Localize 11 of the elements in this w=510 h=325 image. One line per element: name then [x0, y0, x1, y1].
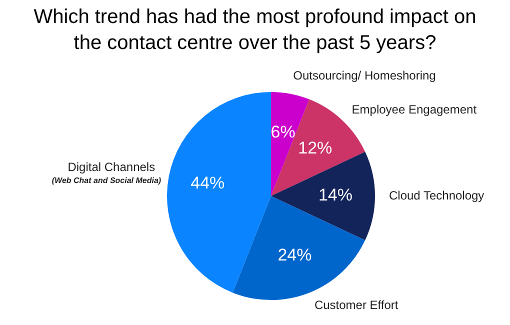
data-label: 14% — [318, 186, 352, 205]
slice-label: Digital Channels (Web Chat and Social Media) — [52, 160, 162, 186]
slice-label: Employee Engagement — [352, 102, 478, 116]
data-label: 6% — [270, 122, 296, 142]
slice-label: Outsourcing/ Homeshoring — [293, 68, 436, 82]
slice-label: Cloud Technology — [389, 188, 484, 202]
chart-title: Which trend has had the most profound impact on the contact centre over the past 5 years? — [32, 5, 478, 56]
slice-label: Customer Effort — [314, 298, 399, 312]
data-label: 44% — [190, 174, 225, 193]
data-label: 12% — [298, 138, 332, 158]
data-label: 24% — [278, 246, 312, 265]
